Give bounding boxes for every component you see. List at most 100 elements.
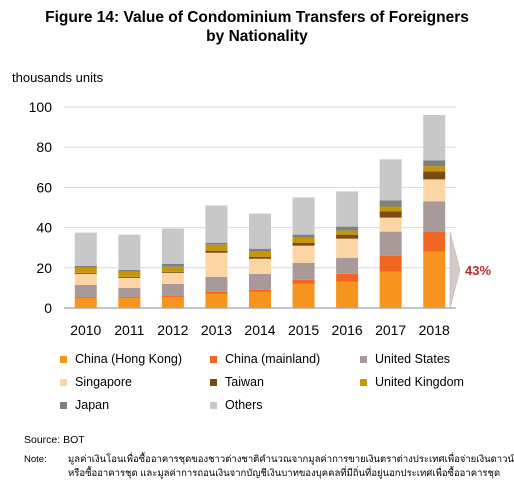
chart-title: Figure 14: Value of Condominium Transfer… bbox=[0, 8, 514, 46]
legend-item: Taiwan bbox=[210, 375, 264, 389]
title-line-2: by Nationality bbox=[206, 28, 308, 45]
legend-label: United States bbox=[375, 352, 451, 366]
legend-label: Taiwan bbox=[225, 375, 264, 389]
y-tick-label: 0 bbox=[44, 300, 52, 316]
bar-segment bbox=[249, 256, 271, 259]
legend-label: China (mainland) bbox=[225, 352, 321, 366]
y-axis-label: thousands units bbox=[12, 70, 104, 85]
bar-segment bbox=[423, 251, 446, 308]
legend-label: China (Hong Kong) bbox=[75, 352, 183, 366]
bar-segment bbox=[161, 272, 184, 284]
source-text: Source: BOT bbox=[24, 434, 85, 446]
legend-item: United States bbox=[360, 352, 450, 366]
bar-segment bbox=[292, 262, 315, 280]
x-tick-label: 2017 bbox=[375, 322, 406, 338]
bar-segment bbox=[249, 258, 271, 274]
legend-swatch bbox=[60, 378, 67, 386]
bar-segment bbox=[118, 297, 141, 308]
annotation-arrow bbox=[449, 231, 461, 309]
bar-segment bbox=[249, 248, 271, 252]
bar-segment bbox=[336, 191, 359, 227]
legend-label: Others bbox=[225, 398, 263, 412]
bar-segment bbox=[74, 273, 97, 285]
bar-segment bbox=[292, 242, 315, 246]
bar-segment bbox=[423, 160, 446, 167]
bar-segment bbox=[423, 166, 446, 172]
bar-segment bbox=[74, 284, 97, 297]
bar-segment bbox=[336, 238, 359, 258]
bar-segment bbox=[161, 228, 184, 264]
bar-segment bbox=[74, 296, 97, 298]
x-tick-label: 2015 bbox=[288, 322, 319, 338]
bar-segment bbox=[74, 297, 97, 308]
y-tick-label: 20 bbox=[36, 260, 52, 276]
bar-segment bbox=[118, 271, 141, 277]
bar-segment bbox=[379, 206, 402, 212]
legend-label: Singapore bbox=[75, 375, 132, 389]
bar-segment bbox=[423, 171, 446, 180]
bar-segment bbox=[249, 251, 271, 257]
y-tick-label: 80 bbox=[36, 139, 52, 155]
x-tick-label: 2012 bbox=[157, 322, 188, 338]
bar-segment bbox=[205, 250, 228, 253]
bar-segment bbox=[249, 289, 271, 292]
bar-segment bbox=[74, 272, 97, 274]
x-tick-labels: 2010 2011 2012 2013 2014 2015 2016 2017 2018 bbox=[70, 322, 450, 338]
bar-segment bbox=[292, 279, 315, 284]
bar-segment bbox=[379, 159, 402, 201]
bar-segment bbox=[118, 269, 141, 272]
bar-segment bbox=[292, 283, 315, 308]
legend-item: United Kingdom bbox=[360, 375, 464, 389]
y-tick-label: 60 bbox=[36, 179, 52, 195]
bar-segment bbox=[118, 296, 141, 298]
annotation: 43% bbox=[449, 231, 491, 309]
bar-segment bbox=[118, 276, 141, 278]
x-tick-label: 2013 bbox=[201, 322, 232, 338]
bar-segment bbox=[249, 291, 271, 308]
bar-segment bbox=[336, 273, 359, 282]
bar-segment bbox=[423, 231, 446, 252]
y-tick-label: 40 bbox=[36, 220, 52, 236]
bar-segment bbox=[161, 263, 184, 267]
bar-segment bbox=[74, 267, 97, 273]
bar-segment bbox=[336, 234, 359, 239]
x-tick-label: 2014 bbox=[244, 322, 275, 338]
bar-segment bbox=[205, 244, 228, 251]
x-tick-label: 2010 bbox=[70, 322, 101, 338]
bar-segment bbox=[423, 115, 446, 161]
bar-segment bbox=[118, 277, 141, 288]
bar-segment bbox=[118, 287, 141, 297]
bar-segment bbox=[161, 296, 184, 308]
x-tick-label: 2016 bbox=[332, 322, 363, 338]
bar-segment bbox=[336, 257, 359, 274]
bar-segment bbox=[336, 230, 359, 235]
legend-item: China (Hong Kong) bbox=[60, 352, 182, 366]
x-tick-label: 2011 bbox=[114, 322, 144, 338]
bar-segment bbox=[423, 201, 446, 232]
legend-swatch bbox=[210, 401, 217, 409]
legend-label: United Kingdom bbox=[375, 375, 464, 389]
bar-segment bbox=[249, 273, 271, 290]
y-tick-label: 100 bbox=[29, 99, 53, 115]
bar-segment bbox=[161, 283, 184, 296]
bar-segment bbox=[379, 200, 402, 207]
legend-swatch bbox=[210, 355, 217, 363]
legend-item: China (mainland) bbox=[210, 352, 320, 366]
bar-segment bbox=[379, 255, 402, 272]
bar-segment bbox=[205, 276, 228, 292]
bar-segment bbox=[118, 234, 141, 270]
title-line-1: Figure 14: Value of Condominium Transfer… bbox=[45, 9, 469, 26]
bar-segment bbox=[74, 232, 97, 266]
bar-segment bbox=[205, 252, 228, 277]
bar-segment bbox=[205, 205, 228, 243]
bar-segment bbox=[161, 271, 184, 273]
bar-segment bbox=[379, 217, 402, 232]
bar-segment bbox=[379, 231, 402, 256]
note-label: Note: bbox=[24, 454, 47, 465]
bar-segment bbox=[336, 281, 359, 308]
bar-segment bbox=[292, 237, 315, 243]
bar-segment bbox=[423, 179, 446, 202]
x-tick-label: 2018 bbox=[419, 322, 450, 338]
bar-segment bbox=[161, 295, 184, 297]
note-line-2: หรือซื้ออาคารชุด และมูลค่าการถอนเงินจากบ… bbox=[68, 468, 501, 479]
